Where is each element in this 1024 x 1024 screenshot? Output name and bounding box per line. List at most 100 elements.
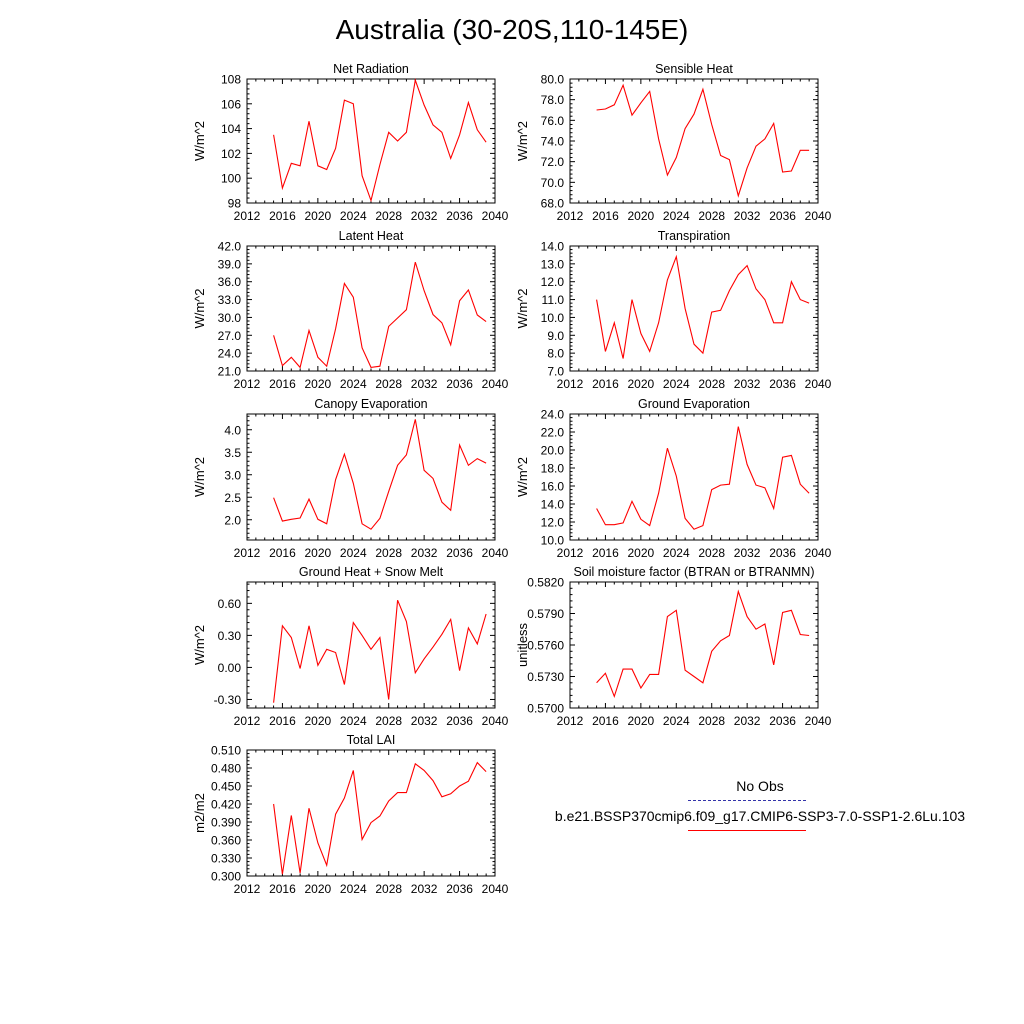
panel-title: Total LAI — [347, 733, 396, 747]
y-tick-label: 0.5760 — [527, 639, 564, 653]
y-tick-label: 68.0 — [541, 197, 565, 211]
panel-title: Latent Heat — [339, 229, 404, 243]
y-tick-label: 10.0 — [541, 311, 565, 325]
y-tick-label: 3.5 — [224, 446, 241, 460]
series-line — [273, 261, 487, 369]
x-tick-label: 2036 — [446, 714, 473, 728]
y-tick-label: 42.0 — [218, 240, 242, 254]
x-tick-label: 2012 — [557, 209, 584, 223]
x-tick-label: 2020 — [628, 714, 655, 728]
x-tick-label: 2020 — [305, 209, 332, 223]
series-line — [596, 254, 810, 359]
x-tick-label: 2012 — [234, 546, 261, 560]
series-line — [273, 761, 487, 875]
x-tick-label: 2016 — [592, 714, 619, 728]
y-tick-label: 104 — [221, 122, 241, 136]
x-tick-label: 2040 — [805, 377, 832, 391]
y-axis-label: W/m^2 — [192, 288, 207, 328]
panel-title: Soil moisture factor (BTRAN or BTRANMN) — [573, 565, 814, 579]
x-tick-label: 2016 — [592, 377, 619, 391]
y-axis-label: unitless — [515, 622, 530, 667]
x-tick-label: 2040 — [805, 209, 832, 223]
y-tick-label: 98 — [228, 197, 242, 211]
y-axis-label: W/m^2 — [515, 457, 530, 497]
x-tick-label: 2016 — [269, 714, 296, 728]
x-tick-label: 2036 — [769, 714, 796, 728]
x-tick-label: 2016 — [269, 546, 296, 560]
legend-obs-line — [688, 800, 806, 801]
x-tick-label: 2024 — [663, 714, 690, 728]
y-tick-label: 3.0 — [224, 468, 241, 482]
y-tick-label: 13.0 — [541, 257, 565, 271]
y-tick-label: 4.0 — [224, 423, 241, 437]
x-tick-label: 2020 — [628, 546, 655, 560]
y-tick-label: 39.0 — [218, 257, 242, 271]
panel-8: Soil moisture factor (BTRAN or BTRANMN) u… — [515, 565, 832, 728]
x-tick-label: 2016 — [592, 209, 619, 223]
x-tick-label: 2032 — [734, 209, 761, 223]
y-tick-label: 2.5 — [224, 491, 241, 505]
y-tick-label: 0.60 — [218, 597, 242, 611]
x-tick-label: 2032 — [734, 546, 761, 560]
legend-model-label: b.e21.BSSP370cmip6.f09_g17.CMIP6-SSP3-7.… — [554, 808, 966, 824]
y-tick-label: 70.0 — [541, 176, 565, 190]
y-axis-label: W/m^2 — [515, 288, 530, 328]
panel-title: Transpiration — [658, 229, 731, 243]
y-tick-label: 14.0 — [541, 498, 565, 512]
y-axis-label: W/m^2 — [192, 121, 207, 161]
x-tick-label: 2016 — [269, 377, 296, 391]
x-tick-label: 2032 — [411, 209, 438, 223]
y-tick-label: 33.0 — [218, 293, 242, 307]
x-tick-label: 2036 — [769, 209, 796, 223]
y-tick-label: 106 — [221, 97, 241, 111]
x-tick-label: 2040 — [482, 377, 509, 391]
panel-7: Ground Heat + Snow Melt W/m^2 2012 2016 2020… — [192, 565, 509, 728]
x-tick-label: 2028 — [375, 377, 402, 391]
x-tick-label: 2028 — [375, 882, 402, 896]
x-tick-label: 2028 — [698, 209, 725, 223]
y-tick-label: 14.0 — [541, 240, 565, 254]
y-tick-label: 21.0 — [218, 365, 242, 379]
panel-9: Total LAI m2/m2 2012 2016 2020 2024 2028 2032 20… — [192, 733, 509, 896]
x-tick-label: 2024 — [663, 546, 690, 560]
x-tick-label: 2040 — [482, 882, 509, 896]
y-tick-label: 11.0 — [542, 293, 565, 307]
y-tick-label: 74.0 — [541, 135, 565, 149]
plot-frame — [569, 581, 819, 709]
y-tick-label: 0.420 — [211, 798, 241, 812]
y-tick-label: 20.0 — [541, 444, 565, 458]
x-tick-label: 2028 — [698, 377, 725, 391]
x-tick-label: 2024 — [340, 209, 367, 223]
y-tick-label: 0.300 — [211, 870, 241, 884]
panel-4: Transpiration W/m^2 2012 2016 2020 2024 2028 20… — [515, 229, 832, 391]
x-tick-label: 2028 — [375, 714, 402, 728]
plot-frame — [569, 245, 819, 372]
x-tick-label: 2012 — [234, 714, 261, 728]
y-tick-label: -0.30 — [214, 693, 242, 707]
x-tick-label: 2020 — [628, 209, 655, 223]
y-tick-label: 0.5820 — [527, 576, 564, 590]
y-tick-label: 30.0 — [218, 311, 242, 325]
x-tick-label: 2040 — [805, 546, 832, 560]
y-tick-label: 18.0 — [541, 462, 565, 476]
x-tick-label: 2032 — [734, 377, 761, 391]
legend-obs-label: No Obs — [736, 778, 784, 794]
y-tick-label: 16.0 — [541, 480, 565, 494]
legend-model-line — [688, 830, 806, 831]
y-tick-label: 78.0 — [541, 93, 565, 107]
x-tick-label: 2024 — [340, 882, 367, 896]
x-tick-label: 2040 — [805, 714, 832, 728]
series-line — [596, 426, 810, 530]
x-tick-label: 2012 — [234, 377, 261, 391]
x-tick-label: 2036 — [446, 209, 473, 223]
panel-title: Ground Evaporation — [638, 397, 750, 411]
x-tick-label: 2020 — [305, 714, 332, 728]
y-tick-label: 27.0 — [218, 329, 242, 343]
y-tick-label: 108 — [221, 73, 241, 87]
x-tick-label: 2032 — [411, 714, 438, 728]
y-tick-label: 0.00 — [218, 661, 242, 675]
y-tick-label: 0.480 — [211, 762, 241, 776]
series-line — [273, 78, 487, 203]
y-tick-label: 24.0 — [218, 347, 242, 361]
